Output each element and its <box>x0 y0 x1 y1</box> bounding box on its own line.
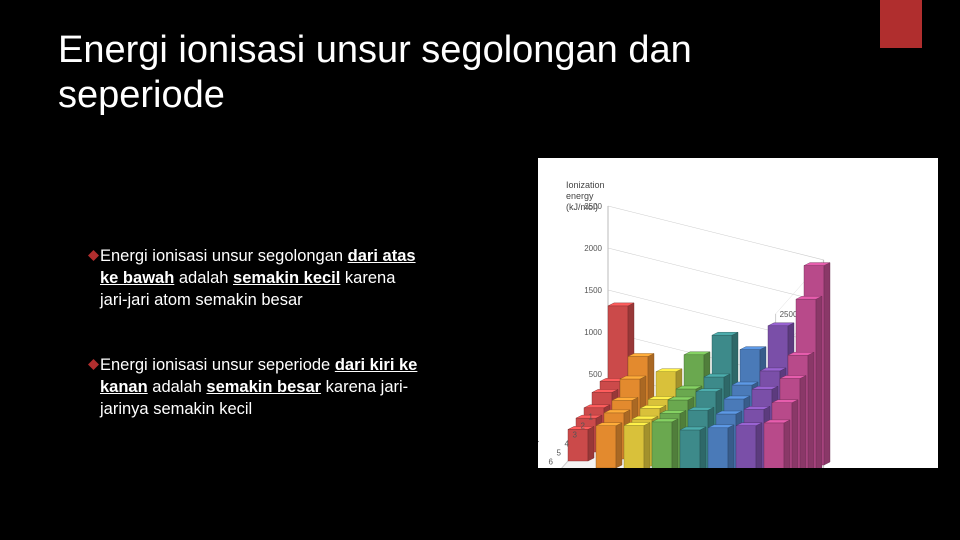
svg-text:Period: Period <box>538 436 541 463</box>
chart-svg: 50050010001000150015002000200025002500Io… <box>538 158 938 468</box>
svg-text:5: 5 <box>557 449 562 458</box>
svg-text:2500: 2500 <box>780 310 798 319</box>
accent-block <box>880 0 922 48</box>
bullet-text: Energi ionisasi unsur seperiode dari kir… <box>100 355 418 420</box>
svg-text:1000: 1000 <box>584 328 602 337</box>
svg-text:4: 4 <box>565 440 570 449</box>
svg-text:6: 6 <box>549 458 554 467</box>
svg-text:500: 500 <box>589 370 603 379</box>
slide-title: Energi ionisasi unsur segolongan dan sep… <box>58 28 798 118</box>
svg-text:(kJ/mol): (kJ/mol) <box>566 202 598 212</box>
svg-text:3: 3 <box>573 431 578 440</box>
svg-text:Ionization: Ionization <box>566 180 605 190</box>
bullet-text: Energi ionisasi unsur segolongan dari at… <box>100 246 418 311</box>
svg-text:1500: 1500 <box>584 286 602 295</box>
svg-text:2000: 2000 <box>584 244 602 253</box>
bullet-item: Energi ionisasi unsur seperiode dari kir… <box>88 355 418 420</box>
ionization-3d-chart: 50050010001000150015002000200025002500Io… <box>538 158 938 468</box>
svg-text:1: 1 <box>589 413 594 422</box>
svg-text:energy: energy <box>566 191 594 201</box>
bullet-item: Energi ionisasi unsur segolongan dari at… <box>88 246 418 311</box>
bullet-list: Energi ionisasi unsur segolongan dari at… <box>88 246 418 465</box>
svg-text:2: 2 <box>581 422 586 431</box>
